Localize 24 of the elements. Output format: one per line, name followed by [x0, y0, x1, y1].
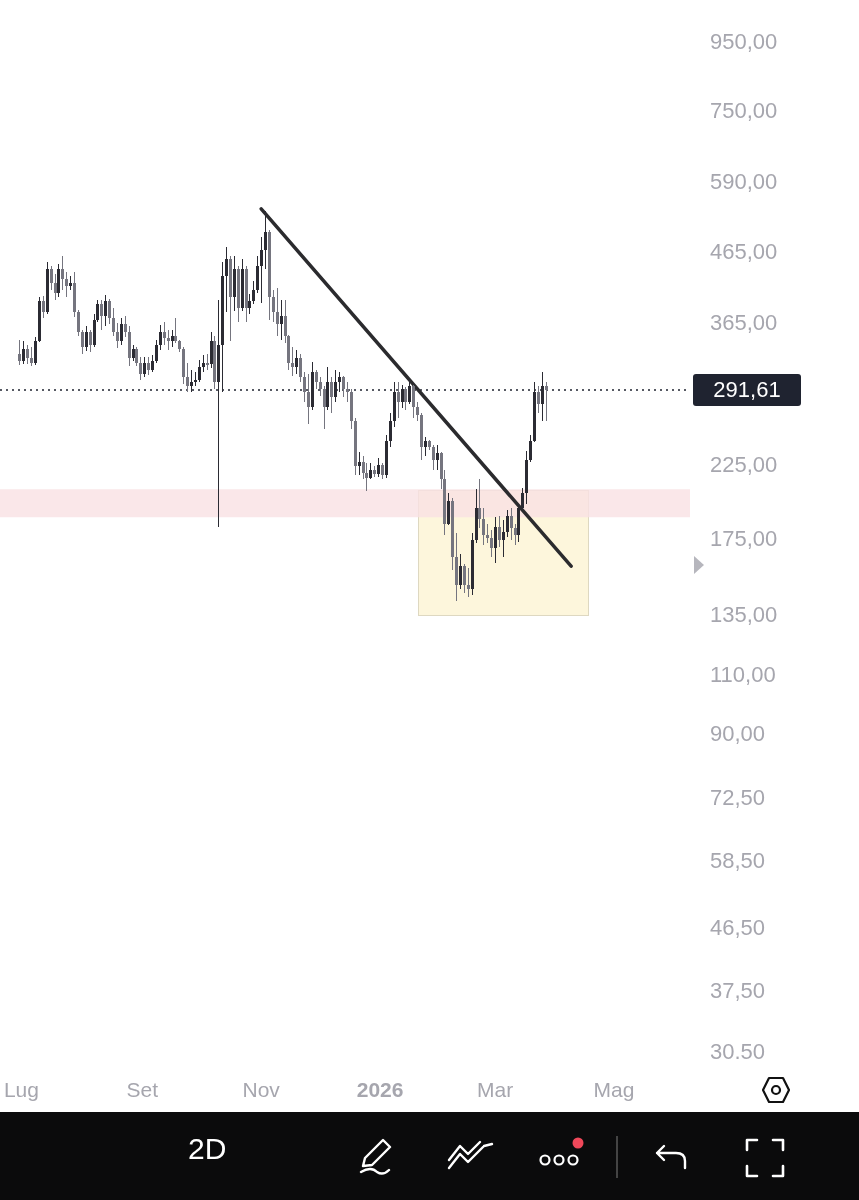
y-tick-label: 590,00: [710, 168, 778, 194]
y-tick-label: 225,00: [710, 452, 778, 478]
x-tick-label: Mar: [477, 1078, 514, 1102]
y-tick-label: 175,00: [710, 525, 778, 551]
x-tick-label: Nov: [242, 1078, 281, 1102]
text: 2D: [188, 1132, 227, 1166]
y-tick-label: 750,00: [710, 98, 778, 124]
y-tick-label: 37,50: [710, 978, 766, 1004]
y-tick-label: 950,00: [710, 29, 778, 55]
y-tick-label: 30.50: [710, 1039, 766, 1065]
y-tick-label: 46,50: [710, 915, 766, 941]
x-tick-label: Mag: [593, 1078, 635, 1102]
y-tick-label: 72,50: [710, 784, 766, 810]
x-tick-label: 2026: [356, 1078, 404, 1102]
x-tick-label: Lug: [3, 1078, 39, 1102]
y-tick-label: 90,00: [710, 721, 766, 747]
ref-line-label: 291,61: [713, 376, 781, 402]
y-tick-label: 135,00: [710, 602, 778, 628]
y-tick-label: 465,00: [710, 238, 778, 264]
x-tick-label: Set: [126, 1078, 159, 1102]
y-tick-label: 58,50: [710, 847, 766, 873]
y-tick-label: 365,00: [710, 310, 778, 336]
y-tick-label: 110,00: [710, 662, 776, 688]
candlestick: [545, 382, 548, 421]
